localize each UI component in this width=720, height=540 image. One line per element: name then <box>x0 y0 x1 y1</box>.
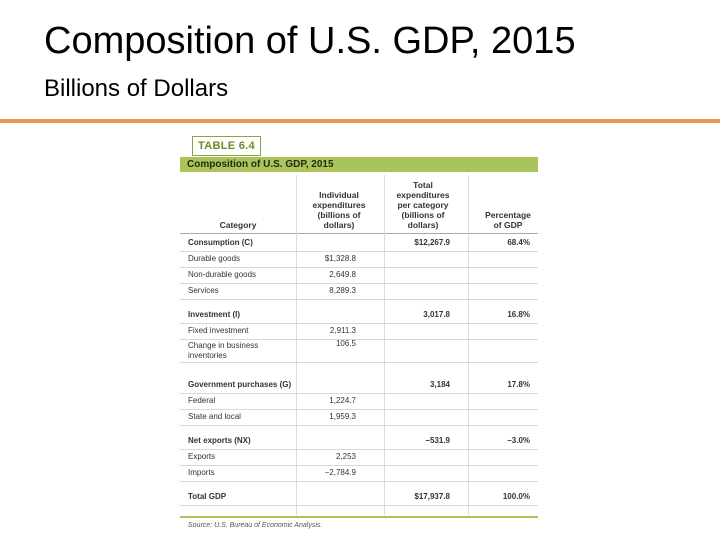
table-row: Government purchases (G) 3,184 17.8% <box>180 377 538 394</box>
column-divider <box>384 175 385 515</box>
slide-title: Composition of U.S. GDP, 2015 <box>44 20 576 62</box>
table-row: Services 8,289.3 <box>180 283 538 300</box>
row-category: Net exports (NX) <box>188 436 251 445</box>
table-row: Durable goods $1,328.8 <box>180 251 538 268</box>
row-category: Exports <box>188 452 216 461</box>
table-header-row: Category Individual expenditures (billio… <box>180 175 538 234</box>
table-row: Consumption (C) $12,267.9 68.4% <box>180 235 538 252</box>
row-percentage: 100.0% <box>502 492 530 501</box>
header-total-expenditures: Total expenditures per category (billion… <box>396 180 450 230</box>
row-percentage: 68.4% <box>507 238 530 247</box>
table-row: Change in business inventories 106.5 <box>180 339 538 363</box>
row-individual-expenditure: −2,784.9 <box>324 468 356 477</box>
row-category: Services <box>188 286 219 295</box>
header-category: Category <box>219 220 257 230</box>
row-category: Imports <box>188 468 215 477</box>
row-individual-expenditure: 2,253 <box>335 452 356 461</box>
row-individual-expenditure: 8,289.3 <box>329 286 356 295</box>
row-individual-expenditure: 2,649.8 <box>329 270 356 279</box>
row-individual-expenditure: 1,959.3 <box>329 412 356 421</box>
header-individual-expenditures: Individual expenditures (billions of dol… <box>312 190 366 230</box>
row-category: Fixed investment <box>188 326 249 335</box>
row-individual-expenditure: 106.5 <box>335 339 356 348</box>
table-row: Net exports (NX) −531.9 −3.0% <box>180 433 538 450</box>
row-category: Non-durable goods <box>188 270 257 279</box>
row-category: Durable goods <box>188 254 241 263</box>
table-caption: Composition of U.S. GDP, 2015 <box>180 157 538 172</box>
header-percentage-of-gdp: Percentage of GDP <box>485 210 531 230</box>
row-percentage: −3.0% <box>507 436 530 445</box>
row-category: Government purchases (G) <box>188 380 292 389</box>
row-total-expenditure: −531.9 <box>425 436 450 445</box>
table-bottom-rule <box>180 516 538 518</box>
row-percentage: 16.8% <box>507 310 530 319</box>
table-row: Federal 1,224.7 <box>180 393 538 410</box>
table-row: Total GDP $17,937.8 100.0% <box>180 489 538 506</box>
row-category: Federal <box>188 396 216 405</box>
row-category: Total GDP <box>188 492 227 501</box>
row-percentage: 17.8% <box>507 380 530 389</box>
table-label: TABLE 6.4 <box>192 136 261 156</box>
row-category: State and local <box>188 412 241 421</box>
title-divider <box>0 119 720 123</box>
row-category: Change in business inventories <box>188 341 259 360</box>
row-individual-expenditure: $1,328.8 <box>324 254 356 263</box>
column-divider <box>296 175 297 515</box>
table-row: Investment (I) 3,017.8 16.8% <box>180 307 538 324</box>
table-row: Exports 2,253 <box>180 449 538 466</box>
table-source-note: Source: U.S. Bureau of Economic Analysis… <box>188 522 323 529</box>
row-total-expenditure: $12,267.9 <box>414 238 450 247</box>
row-total-expenditure: 3,184 <box>429 380 450 389</box>
slide-subtitle: Billions of Dollars <box>44 75 229 102</box>
table-row: State and local 1,959.3 <box>180 409 538 426</box>
row-individual-expenditure: 2,911.3 <box>329 326 356 335</box>
row-total-expenditure: 3,017.8 <box>423 310 450 319</box>
table-row: Non-durable goods 2,649.8 <box>180 267 538 284</box>
gdp-table-figure: TABLE 6.4 Composition of U.S. GDP, 2015 … <box>180 132 538 532</box>
row-total-expenditure: $17,937.8 <box>414 492 450 501</box>
row-individual-expenditure: 1,224.7 <box>329 396 356 405</box>
row-category: Investment (I) <box>188 310 241 319</box>
table-row: Imports −2,784.9 <box>180 465 538 482</box>
row-category: Consumption (C) <box>188 238 253 247</box>
column-divider <box>468 175 469 515</box>
table-row: Fixed investment 2,911.3 <box>180 323 538 340</box>
